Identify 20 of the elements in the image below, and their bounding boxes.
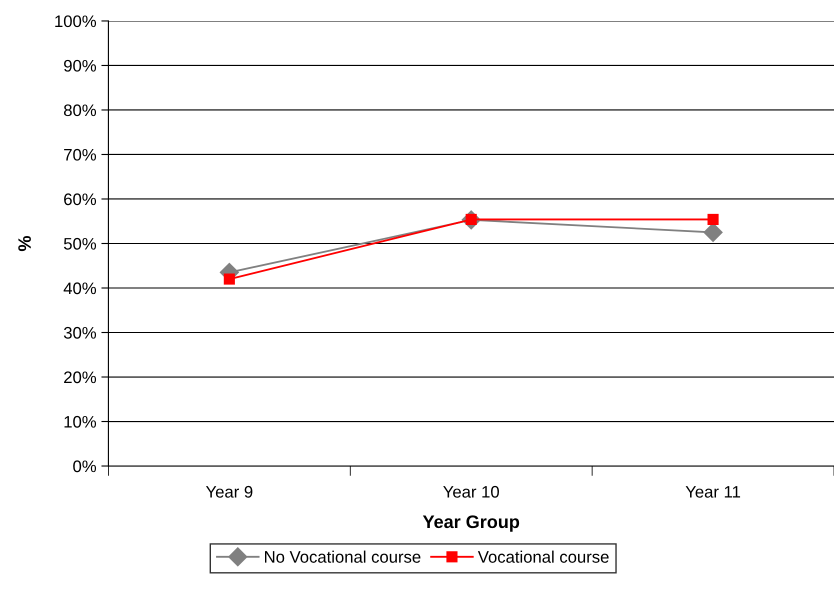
y-tick-label: 50% (64, 238, 96, 250)
y-tick-label: 30% (64, 326, 96, 339)
x-tick-label: Year 10 (443, 486, 499, 498)
y-tick-label: 80% (64, 104, 96, 116)
y-tick-label: 20% (64, 371, 96, 384)
legend-label: Vocational course (478, 550, 609, 563)
y-tick-label: 0% (73, 460, 96, 472)
x-axis-title: Year Group (422, 515, 520, 532)
y-tick-label: 40% (64, 282, 96, 294)
x-tick-label: Year 11 (686, 486, 740, 498)
y-tick-label: 100% (55, 15, 96, 28)
y-tick-label: 70% (64, 148, 96, 161)
y-tick-label: 90% (64, 60, 96, 72)
x-tick-label: Year 9 (206, 486, 252, 498)
legend-label: No Vocational course (265, 550, 420, 563)
y-tick-label: 60% (64, 193, 96, 206)
point (224, 274, 235, 285)
point (708, 214, 719, 226)
y-tick-label: 10% (64, 416, 96, 428)
y-axis-title: % (18, 236, 31, 252)
